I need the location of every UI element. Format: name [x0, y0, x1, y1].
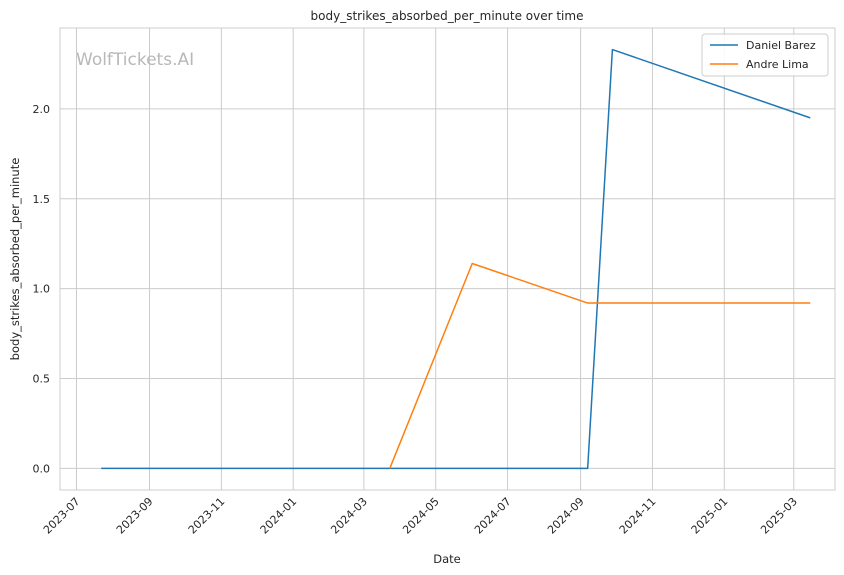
y-tick-label: 0.0	[33, 462, 51, 475]
y-axis-label: body_strikes_absorbed_per_minute	[8, 158, 22, 361]
x-axis-label: Date	[433, 552, 461, 566]
x-tick-label: 2024-09	[545, 495, 587, 537]
x-tick-label: 2024-07	[472, 495, 514, 537]
legend: Daniel Barez Andre Lima	[701, 33, 829, 77]
x-tick-label: 2024-01	[258, 495, 300, 537]
plot-area	[59, 27, 836, 491]
x-tick-label: 2023-11	[186, 495, 228, 537]
x-tick-label: 2024-03	[328, 495, 370, 537]
x-tick-label: 2023-09	[114, 495, 156, 537]
x-tick-label: 2024-05	[400, 495, 442, 537]
legend-label-andre-lima: Andre Lima	[746, 58, 809, 71]
watermark-text: WolfTickets.AI	[76, 50, 194, 70]
tick-labels: 2023-07 2023-09 2023-11 2024-01 2024-03 2024-…	[33, 103, 800, 537]
y-tick-label: 1.5	[33, 193, 51, 206]
x-tick-label: 2025-03	[758, 495, 800, 537]
y-tick-label: 1.0	[33, 283, 51, 296]
chart-title: body_strikes_absorbed_per_minute over ti…	[311, 9, 584, 23]
x-tick-label: 2024-11	[617, 495, 659, 537]
y-tick-label: 2.0	[33, 103, 51, 116]
series-line-andre-lima	[389, 262, 811, 469]
y-tick-label: 0.5	[33, 373, 51, 386]
x-tick-label: 2025-01	[689, 495, 731, 537]
series-group	[101, 48, 811, 470]
grid	[60, 28, 835, 490]
legend-label-daniel-barez: Daniel Barez	[746, 39, 816, 52]
x-tick-label: 2023-07	[41, 495, 83, 537]
series-line-daniel-barez	[101, 48, 811, 470]
